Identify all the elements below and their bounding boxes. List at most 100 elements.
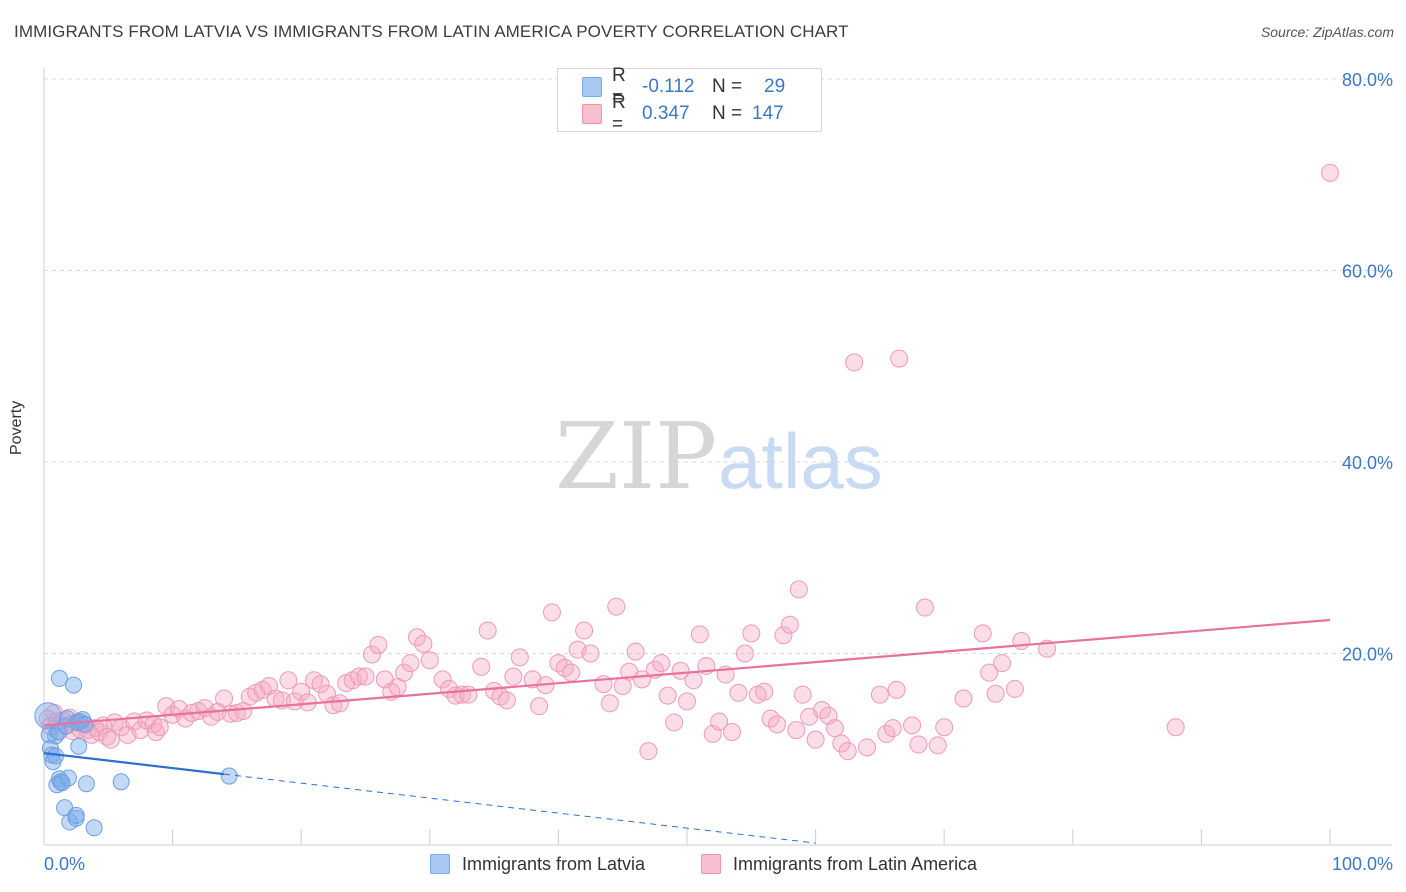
latin-america-point — [658, 686, 677, 705]
legend-r-label: R = — [612, 92, 626, 135]
latin-america-point — [279, 671, 298, 690]
latin-america-point — [292, 682, 311, 701]
latin-america-point — [101, 730, 120, 749]
latin-america-point — [954, 689, 973, 708]
latin-america-point — [735, 644, 754, 663]
latin-america-point — [600, 694, 619, 713]
latin-america-point — [973, 624, 992, 643]
latin-america-point — [562, 663, 581, 682]
latin-america-point — [626, 642, 645, 661]
chart-title: IMMIGRANTS FROM LATVIA VS IMMIGRANTS FRO… — [14, 22, 849, 41]
latin-america-point — [420, 651, 439, 670]
legend-r-value: 0.347 — [642, 103, 690, 124]
latin-america-point — [935, 718, 954, 737]
latin-america-point — [215, 689, 234, 708]
bottom-legend-latvia: Immigrants from Latvia — [430, 851, 645, 877]
latin-america-point — [414, 634, 433, 653]
trendlines — [43, 618, 1331, 844]
latin-america-point — [690, 625, 709, 644]
latin-america-point — [362, 645, 381, 664]
latin-america-points — [38, 163, 1339, 761]
latin-america-point — [1012, 632, 1031, 651]
latin-america-point — [909, 735, 928, 754]
latin-america-point — [723, 723, 742, 742]
latvia-point — [220, 767, 238, 785]
axes — [43, 68, 1392, 846]
latin-america-point — [845, 353, 864, 372]
legend-n-value: 147 — [752, 103, 784, 124]
legend-n-value: 29 — [764, 76, 786, 97]
latin-america-point — [768, 715, 787, 734]
latin-america-point — [825, 719, 844, 738]
legend-swatch-latin-america — [582, 104, 602, 124]
latin-america-point — [497, 691, 516, 710]
latin-america-point — [530, 697, 549, 716]
latin-america-point — [774, 626, 793, 645]
latin-america-point — [575, 621, 594, 640]
legend-row-latin-america: R = 0.347 N = 147 — [582, 92, 784, 135]
latvia-trendline-extension — [223, 773, 816, 844]
legend-row-latvia: R = -0.112 N = 29 — [582, 65, 786, 108]
latvia-point — [112, 773, 130, 791]
latin-america-point — [350, 667, 369, 686]
latin-america-point — [671, 661, 690, 680]
legend-r-value: -0.112 — [642, 76, 695, 97]
latvia-point — [52, 773, 70, 791]
latin-america-point — [1321, 163, 1339, 182]
latin-america-point — [1005, 679, 1024, 698]
latin-america-point — [356, 667, 375, 686]
correlation-legend: R = -0.112 N = 29 R = 0.347 N = 147 — [557, 65, 822, 135]
latin-america-point — [433, 670, 452, 689]
y-tick-label: 20.0% — [1342, 645, 1393, 665]
latvia-points — [34, 669, 238, 837]
latin-america-point — [993, 654, 1012, 673]
latin-america-point — [607, 597, 626, 616]
latin-america-point — [915, 598, 934, 617]
bottom-legend-label-latvia: Immigrants from Latvia — [462, 853, 646, 874]
latin-america-point — [1166, 718, 1185, 737]
x-tick-label: 100.0% — [1332, 854, 1393, 874]
latin-america-point — [986, 684, 1005, 703]
bottom-legend-swatch-latvia — [430, 854, 450, 874]
y-tick-label: 40.0% — [1342, 453, 1393, 473]
latin-america-trendline — [43, 618, 1331, 727]
y-tick-label: 60.0% — [1342, 262, 1393, 282]
tick-labels: 20.0% 40.0% 60.0% 80.0% 0.0% 100.0% — [44, 70, 1393, 874]
legend-n-label: N = — [712, 103, 743, 124]
latin-america-point — [780, 615, 799, 634]
latin-america-point — [678, 692, 696, 711]
latin-america-point — [883, 719, 902, 738]
latvia-point — [65, 676, 83, 694]
latvia-point — [70, 737, 88, 755]
source-label: Source: ZipAtlas.com — [1260, 24, 1394, 40]
y-tick-label: 80.0% — [1342, 70, 1393, 90]
bottom-legend-latin-america: Immigrants from Latin America — [701, 851, 977, 877]
watermark: ZIP atlas — [555, 403, 883, 510]
latvia-point — [40, 726, 58, 744]
watermark-atlas: atlas — [718, 417, 883, 505]
legend-r-label: R = — [612, 65, 626, 108]
latin-america-point — [542, 603, 561, 622]
latin-america-point — [793, 685, 812, 704]
latvia-point — [67, 806, 85, 824]
latin-america-point — [729, 683, 748, 702]
legend-n-label: N = — [712, 76, 743, 97]
latvia-point — [50, 669, 68, 687]
latin-america-point — [395, 663, 414, 682]
latin-america-point — [311, 675, 330, 694]
latvia-point — [77, 775, 95, 793]
latin-america-point — [858, 738, 877, 757]
x-tick-label: 0.0% — [44, 854, 85, 874]
latin-america-point — [832, 734, 851, 753]
latin-america-point — [639, 742, 658, 761]
latvia-point — [76, 715, 94, 733]
latin-america-point — [755, 682, 774, 701]
latin-america-point — [652, 654, 671, 673]
latvia-trendline — [43, 751, 225, 776]
latin-america-point — [504, 667, 523, 686]
latin-america-point — [330, 694, 349, 713]
latin-america-point — [980, 663, 999, 682]
latin-america-point — [789, 580, 808, 599]
gridlines — [44, 78, 1392, 654]
